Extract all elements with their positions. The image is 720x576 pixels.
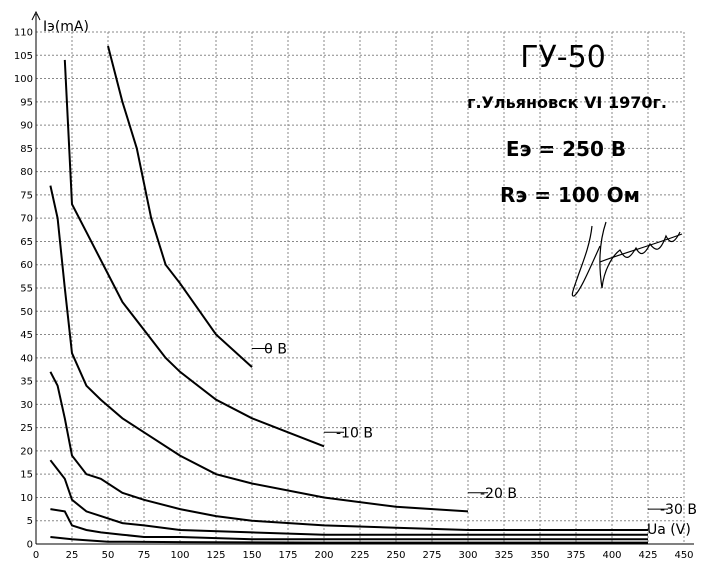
x-tick-label: 0 xyxy=(33,550,39,561)
axes xyxy=(31,10,694,545)
y-axis-arrow xyxy=(31,10,41,21)
series-line-5 xyxy=(50,508,648,541)
x-tick-label: 350 xyxy=(530,550,549,561)
y-tick-label: 45 xyxy=(20,330,33,341)
series-line-6 xyxy=(50,536,648,544)
y-tick-labels: 0 5 10 15 20 25 30 35 40 45 50 55 60 65 70 75 80 85 90 95 10… xyxy=(14,28,33,551)
x-tick-label: 250 xyxy=(386,550,405,561)
x-tick-label: 400 xyxy=(602,550,621,561)
y-tick-label: 70 xyxy=(20,214,33,225)
x-tick-labels: 0 25 50 75 100 125 150 175 200 225 250 275 300 325 350… xyxy=(33,550,694,561)
y-tick-label: 50 xyxy=(20,307,33,318)
x-tick-label: 50 xyxy=(102,550,115,561)
series-label: 0 В xyxy=(264,342,287,358)
annotation-resistance: Rэ = 100 Ом xyxy=(500,183,640,207)
y-tick-label: 5 xyxy=(27,516,33,527)
y-tick-label: 65 xyxy=(20,237,33,248)
chart-subtitle: г.Ульяновск VI 1970г. xyxy=(467,93,667,112)
y-tick-label: 60 xyxy=(20,260,33,271)
x-axis-label: Ua (V) xyxy=(647,522,691,538)
y-tick-label: 0 xyxy=(27,540,33,551)
y-tick-label: 90 xyxy=(20,121,33,132)
x-tick-label: 125 xyxy=(206,550,225,561)
x-tick-label: 325 xyxy=(494,550,513,561)
x-tick-label: 300 xyxy=(458,550,477,561)
series-label: -10 В xyxy=(336,425,373,441)
x-tick-label: 275 xyxy=(422,550,441,561)
x-tick-label: 200 xyxy=(314,550,333,561)
y-tick-label: 105 xyxy=(14,51,33,62)
y-tick-label: 25 xyxy=(20,423,33,434)
y-tick-label: 100 xyxy=(14,74,33,85)
series-line-2 xyxy=(49,185,469,513)
x-tick-label: 25 xyxy=(66,550,79,561)
series-line-1 xyxy=(63,59,325,448)
y-tick-label: 55 xyxy=(20,284,33,295)
y-axis-label: Iэ(mA) xyxy=(43,19,89,35)
y-tick-label: 10 xyxy=(20,493,33,504)
y-tick-label: 75 xyxy=(20,190,33,201)
series-line-3 xyxy=(49,371,648,531)
x-tick-label: 425 xyxy=(638,550,657,561)
chart-title: ГУ-50 xyxy=(520,40,606,75)
y-tick-label: 15 xyxy=(20,470,33,481)
series-line-4 xyxy=(49,459,648,536)
x-tick-label: 150 xyxy=(242,550,261,561)
series-line-0 xyxy=(107,45,253,368)
y-tick-label: 35 xyxy=(20,377,33,388)
y-tick-label: 80 xyxy=(20,167,33,178)
y-tick-label: 30 xyxy=(20,400,33,411)
curves xyxy=(49,45,648,544)
x-tick-label: 225 xyxy=(350,550,369,561)
series-label: -20 В xyxy=(480,486,517,502)
x-tick-label: 450 xyxy=(674,550,693,561)
x-tick-label: 375 xyxy=(566,550,585,561)
x-tick-label: 75 xyxy=(138,550,151,561)
signature xyxy=(571,221,683,297)
series-label: -30 В xyxy=(660,502,697,518)
y-tick-label: 110 xyxy=(14,28,33,39)
x-tick-label: 100 xyxy=(170,550,189,561)
x-tick-label: 175 xyxy=(278,550,297,561)
y-tick-label: 20 xyxy=(20,446,33,457)
y-tick-label: 40 xyxy=(20,353,33,364)
curve-labels: 0 В -10 В -20 В -30 В xyxy=(252,342,697,518)
y-tick-label: 85 xyxy=(20,144,33,155)
annotation-voltage: Eэ = 250 В xyxy=(506,137,626,161)
y-tick-label: 95 xyxy=(20,97,33,108)
